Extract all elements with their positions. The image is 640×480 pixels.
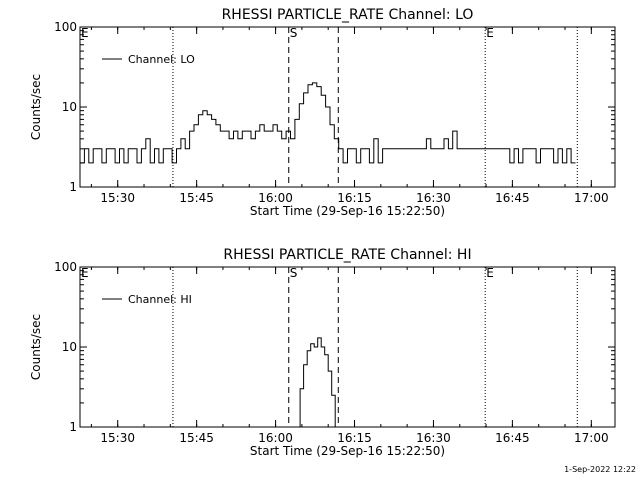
chart-title: RHESSI PARTICLE_RATE Channel: LO [222,7,474,23]
x-tick-label: 16:00 [258,191,293,205]
legend-label: Channel: HI [128,293,192,306]
event-marker-label: S [290,26,298,40]
x-tick-label: 16:00 [258,431,293,445]
y-tick-label: 100 [54,20,77,34]
x-tick-label: 15:30 [100,431,135,445]
x-tick-label: 16:15 [337,191,372,205]
event-marker-label: E [81,266,89,280]
y-tick-label: 10 [62,100,77,114]
event-marker-label: E [81,26,89,40]
footer-timestamp: 1-Sep-2022 12:22 [564,465,636,474]
x-axis-label: Start Time (29-Sep-16 15:22:50) [250,204,445,218]
legend-label: Channel: LO [128,53,195,66]
y-tick-label: 100 [54,260,77,274]
y-tick-label: 10 [62,340,77,354]
x-tick-label: 15:30 [100,191,135,205]
chart-panel-1: RHESSI PARTICLE_RATE Channel: LO 15:30 15:… [29,7,616,218]
x-tick-label: 17:00 [574,191,609,205]
x-tick-label: 16:30 [416,431,451,445]
x-tick-label: 16:45 [495,191,530,205]
x-tick-label: 16:30 [416,191,451,205]
y-axis-label: Counts/sec [29,74,43,140]
event-marker-label: E [486,266,494,280]
x-tick-label: 16:15 [337,431,372,445]
x-tick-label: 15:45 [179,191,214,205]
x-tick-label: 15:45 [179,431,214,445]
y-tick-label: 1 [69,180,77,194]
chart-panel-2: RHESSI PARTICLE_RATE Channel: HI 15:30 15:… [29,247,616,458]
x-axis-label: Start Time (29-Sep-16 15:22:50) [250,444,445,458]
y-tick-label: 1 [69,420,77,434]
plot-frame [79,266,616,428]
event-marker-label: S [290,266,298,280]
y-axis-label: Counts/sec [29,314,43,380]
chart-title: RHESSI PARTICLE_RATE Channel: HI [223,247,471,263]
event-marker-label: E [486,26,494,40]
x-tick-label: 17:00 [574,431,609,445]
x-tick-label: 16:45 [495,431,530,445]
series-line [80,82,576,164]
series-line [296,337,336,428]
